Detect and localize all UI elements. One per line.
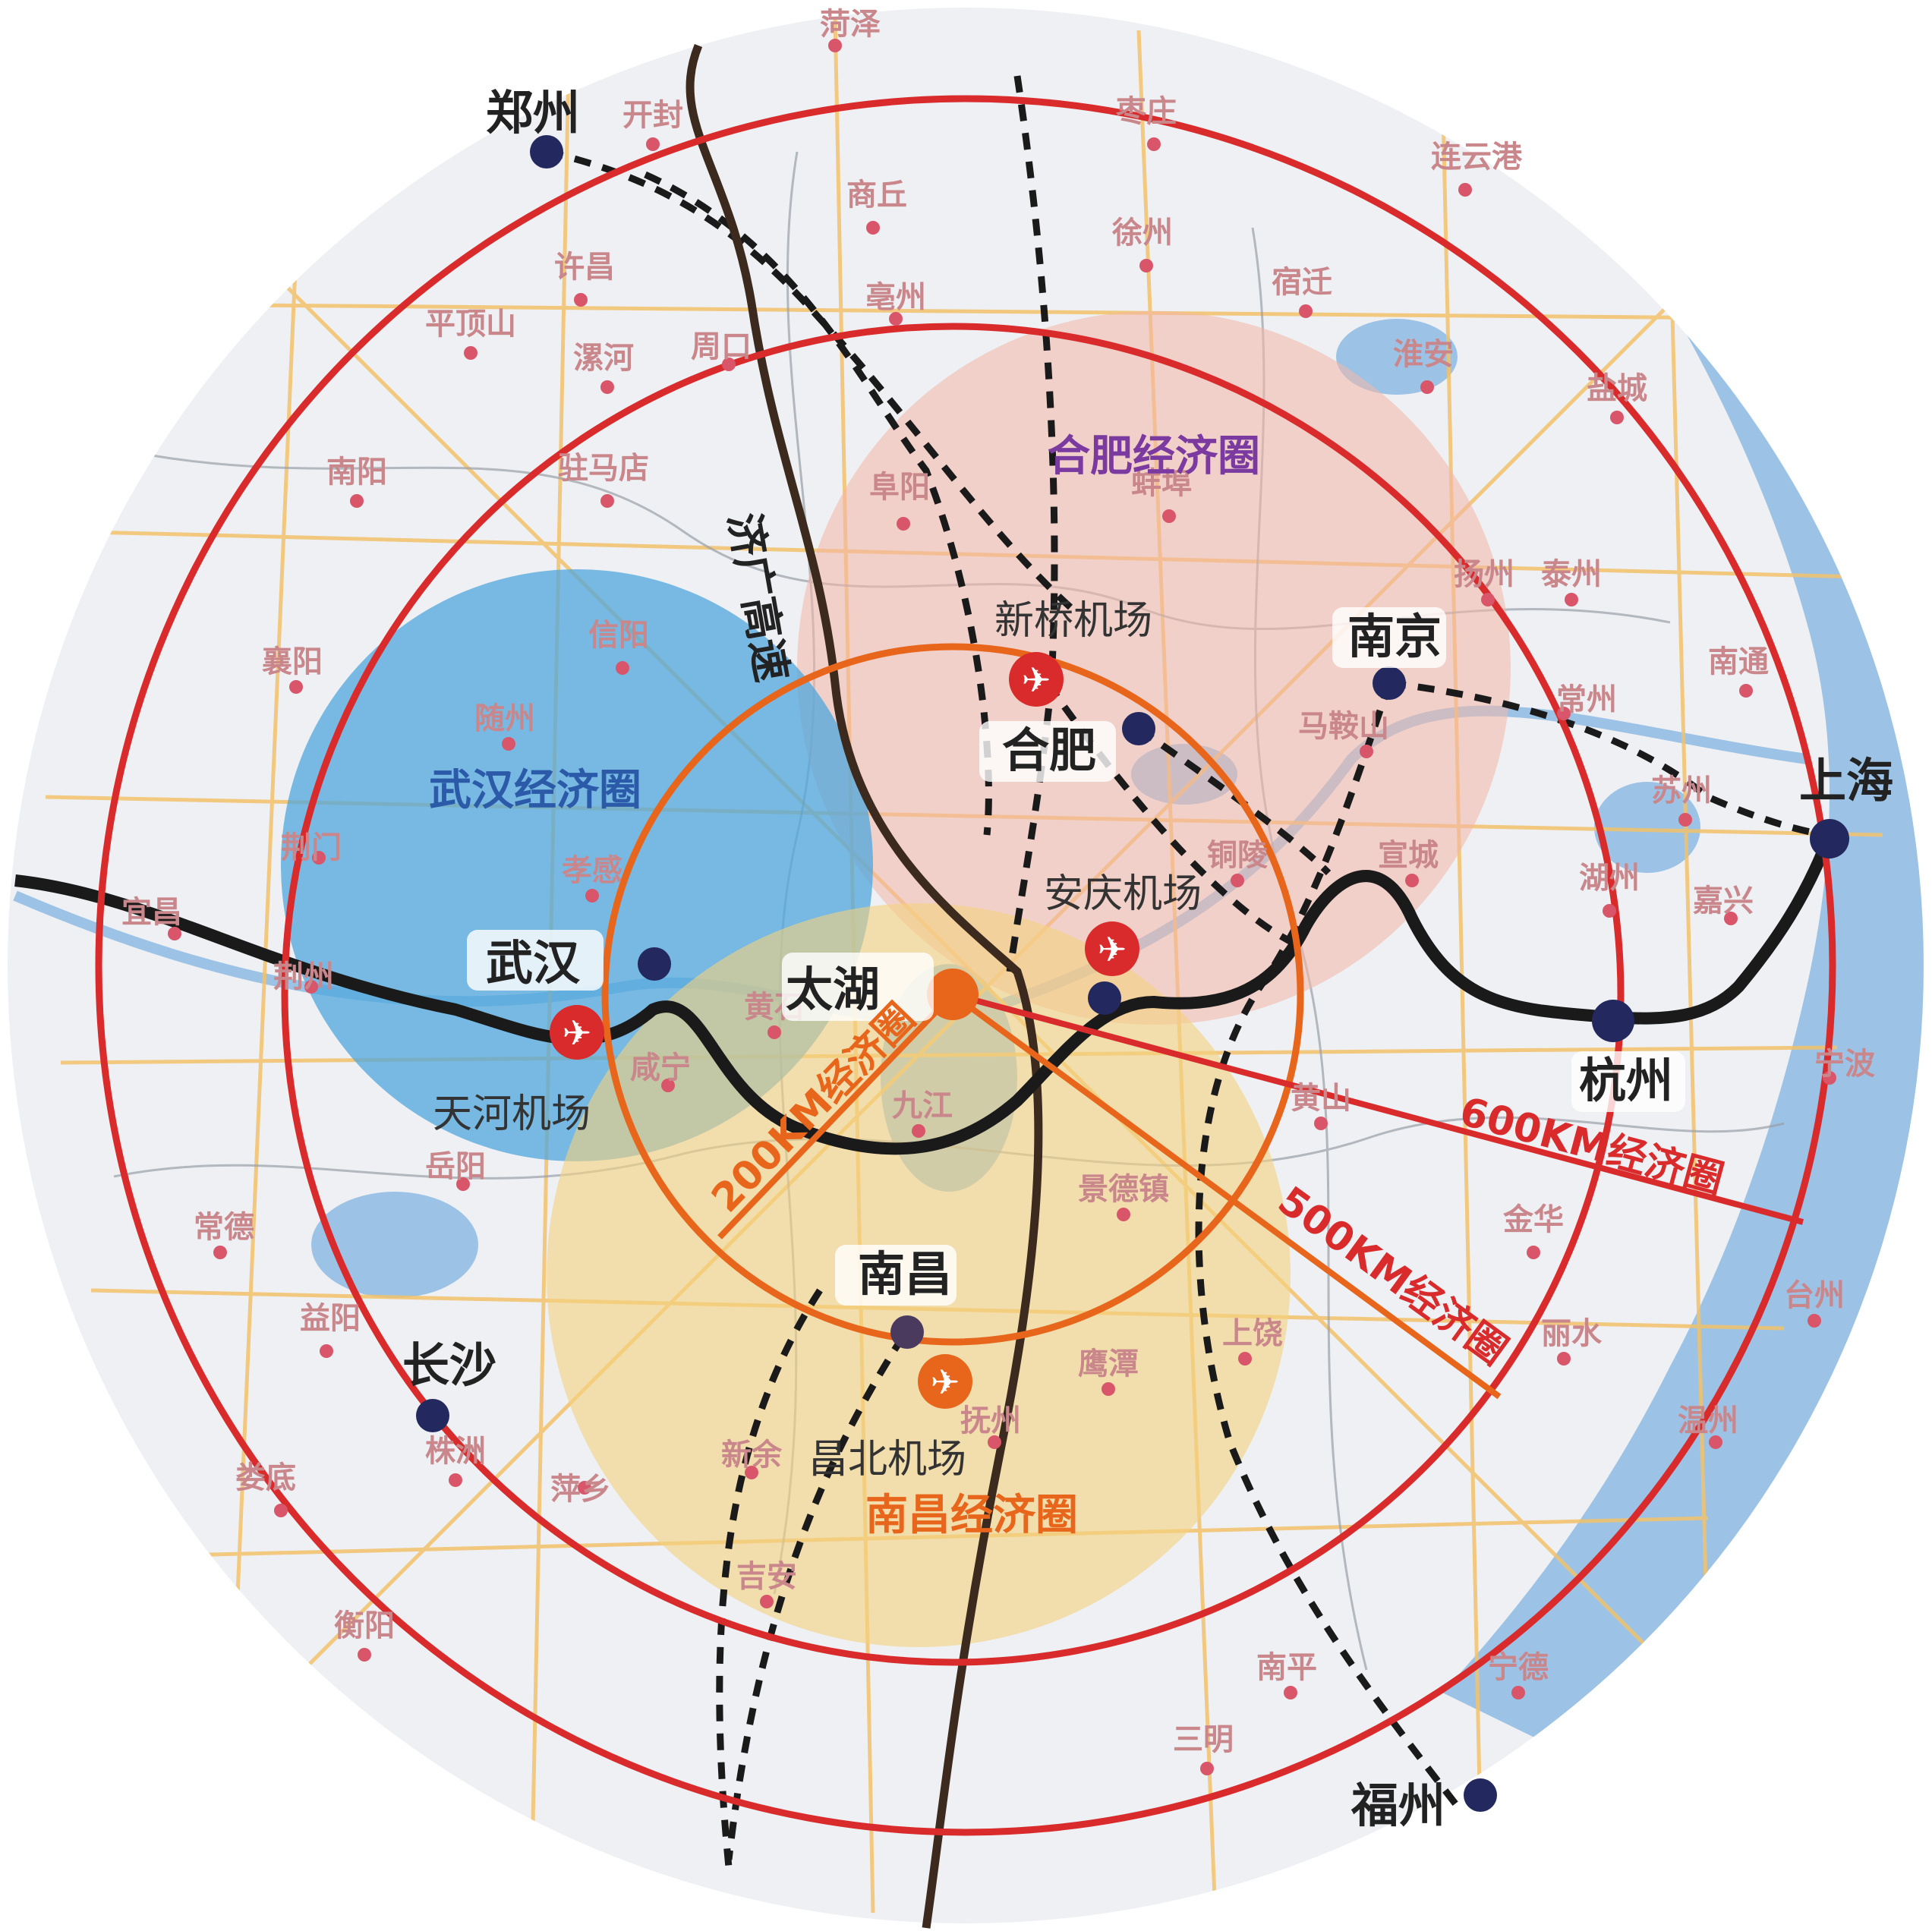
svg-text:南通: 南通	[1708, 644, 1769, 679]
svg-text:新余: 新余	[721, 1438, 783, 1473]
svg-text:盐城: 盐城	[1587, 371, 1647, 406]
label-nanchang-econ: 南昌经济圈	[865, 1491, 1078, 1540]
city-pingxiang[interactable]: 萍乡	[550, 1472, 611, 1507]
svg-text:宁德: 宁德	[1488, 1650, 1549, 1685]
city-jingmen[interactable]: 荆门	[281, 830, 342, 865]
svg-text:随州: 随州	[474, 701, 535, 736]
svg-text:荆州: 荆州	[273, 959, 334, 994]
svg-text:台州: 台州	[1784, 1278, 1845, 1313]
svg-text:咸宁: 咸宁	[630, 1051, 691, 1085]
hub-dot-hefei[interactable]	[1122, 712, 1155, 745]
label-hangzhou: 杭州	[1579, 1053, 1673, 1108]
city-ningbo[interactable]: 宁波	[1814, 1047, 1875, 1085]
svg-text:南阳: 南阳	[326, 455, 387, 490]
airport-anqing[interactable]: ✈	[1085, 921, 1139, 976]
svg-text:常州: 常州	[1556, 682, 1617, 717]
svg-text:衡阳: 衡阳	[334, 1608, 395, 1643]
svg-text:连云港: 连云港	[1431, 140, 1523, 175]
svg-text:萍乡: 萍乡	[550, 1472, 611, 1507]
label-xinqiao-airport: 新桥机场	[994, 598, 1152, 644]
label-taihu: 太湖	[786, 962, 880, 1017]
label-wuhan-econ: 武汉经济圈	[429, 766, 641, 815]
svg-text:常德: 常德	[194, 1210, 254, 1245]
hub-dot-changsha[interactable]	[416, 1399, 449, 1432]
plane-icon: ✈	[1022, 660, 1051, 701]
svg-text:扬州: 扬州	[1454, 557, 1514, 592]
label-hefei: 合肥	[1002, 723, 1096, 778]
plane-icon: ✈	[1098, 929, 1127, 970]
plane-icon: ✈	[563, 1013, 592, 1054]
svg-text:枣庄: 枣庄	[1115, 94, 1177, 129]
svg-text:宣城: 宣城	[1378, 838, 1439, 873]
label-changsha: 长沙	[402, 1337, 496, 1393]
center-dot-taihu[interactable]	[927, 969, 979, 1020]
airport-changbei[interactable]: ✈	[918, 1354, 972, 1409]
svg-text:宿迁: 宿迁	[1272, 265, 1332, 300]
svg-text:襄阳: 襄阳	[262, 644, 323, 679]
label-hefei-econ: 合肥经济圈	[1048, 432, 1260, 481]
airport-tianhe[interactable]: ✈	[550, 1005, 604, 1060]
svg-text:上饶: 上饶	[1222, 1316, 1283, 1351]
label-changbei-airport: 昌北机场	[808, 1437, 966, 1482]
svg-text:信阳: 信阳	[588, 618, 649, 653]
svg-text:益阳: 益阳	[300, 1301, 361, 1336]
hub-dot-nanjing[interactable]	[1373, 666, 1406, 700]
svg-text:驻马店: 驻马店	[558, 451, 649, 486]
svg-text:宁波: 宁波	[1814, 1047, 1875, 1082]
svg-text:株洲: 株洲	[425, 1434, 486, 1469]
hub-dot-nanchang[interactable]	[890, 1315, 924, 1349]
city-jingzhou[interactable]: 荆州	[273, 959, 334, 994]
svg-text:菏泽: 菏泽	[820, 7, 881, 42]
svg-text:马鞍山: 马鞍山	[1298, 709, 1389, 744]
label-tianhe-airport: 天河机场	[433, 1092, 591, 1137]
hub-dot-fuzhou[interactable]	[1464, 1778, 1497, 1812]
svg-text:阜阳: 阜阳	[869, 470, 930, 505]
svg-text:亳州: 亳州	[865, 280, 926, 315]
svg-text:孝感: 孝感	[562, 853, 622, 888]
svg-text:金华: 金华	[1502, 1202, 1564, 1237]
svg-text:娄底: 娄底	[235, 1460, 296, 1495]
svg-text:淮安: 淮安	[1393, 337, 1454, 372]
svg-text:周口: 周口	[691, 329, 752, 364]
hub-dot-wuhan[interactable]	[638, 947, 671, 981]
svg-text:开封: 开封	[622, 98, 683, 133]
svg-text:嘉兴: 嘉兴	[1693, 884, 1754, 918]
svg-text:温州: 温州	[1678, 1403, 1738, 1438]
svg-text:三明: 三明	[1173, 1722, 1234, 1757]
svg-text:南平: 南平	[1256, 1650, 1317, 1685]
svg-text:苏州: 苏州	[1651, 773, 1712, 808]
svg-text:平顶山: 平顶山	[425, 307, 516, 342]
hub-dot-anqing[interactable]	[1088, 981, 1121, 1015]
hub-dot-hangzhou[interactable]	[1592, 1000, 1634, 1042]
svg-text:漯河: 漯河	[573, 341, 634, 376]
svg-text:丽水: 丽水	[1541, 1316, 1603, 1351]
svg-text:商丘: 商丘	[846, 178, 907, 213]
airport-xinqiao[interactable]: ✈	[1009, 652, 1064, 707]
svg-text:景德镇: 景德镇	[1078, 1172, 1169, 1207]
svg-text:泰州: 泰州	[1541, 557, 1602, 592]
svg-text:黄山: 黄山	[1291, 1081, 1351, 1116]
svg-text:宜昌: 宜昌	[121, 895, 182, 930]
label-fuzhou: 福州	[1351, 1778, 1445, 1833]
label-shanghai: 上海	[1799, 753, 1893, 808]
svg-text:岳阳: 岳阳	[425, 1149, 486, 1184]
svg-text:吉安: 吉安	[736, 1559, 797, 1594]
label-nanchang: 南昌	[858, 1246, 952, 1302]
hub-dot-shanghai[interactable]	[1810, 819, 1849, 858]
svg-text:抚州: 抚州	[960, 1403, 1021, 1438]
city-changzhou[interactable]: 常州	[1556, 682, 1617, 720]
svg-text:荆门: 荆门	[281, 830, 342, 865]
svg-text:鹰潭: 鹰潭	[1078, 1347, 1139, 1381]
label-anqing-airport: 安庆机场	[1044, 871, 1202, 917]
svg-text:许昌: 许昌	[554, 250, 615, 285]
label-zhengzhou: 郑州	[486, 85, 580, 140]
svg-text:湖州: 湖州	[1579, 861, 1640, 896]
svg-text:九江: 九江	[892, 1088, 953, 1123]
svg-text:徐州: 徐州	[1111, 216, 1173, 250]
plane-icon: ✈	[931, 1362, 960, 1403]
label-nanjing: 南京	[1347, 609, 1442, 664]
label-wuhan: 武汉	[486, 935, 581, 991]
svg-text:铜陵: 铜陵	[1207, 838, 1268, 873]
